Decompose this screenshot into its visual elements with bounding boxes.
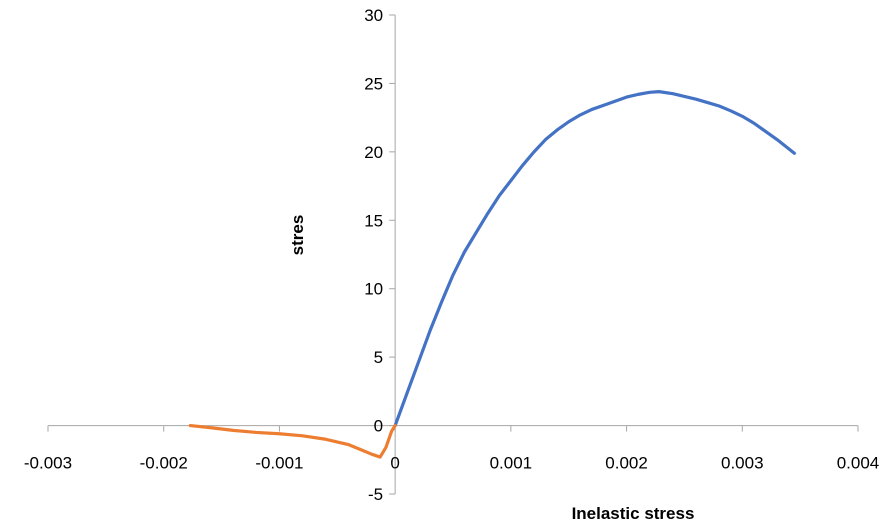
- y-tick-label: 0: [374, 417, 383, 436]
- x-tick-label: 0.002: [605, 454, 648, 473]
- y-tick-label: 15: [364, 211, 383, 230]
- series-layer: [188, 90, 796, 459]
- series-1-line: [393, 90, 796, 428]
- y-axis-title: stres: [288, 215, 307, 256]
- x-tick-label: -0.001: [255, 454, 303, 473]
- y-tick-label: 20: [364, 143, 383, 162]
- tick-labels: -0.003 -0.002 -0.001 0 0.001 0.002 0.003 0.004 -…: [24, 6, 879, 504]
- y-tick-label: 10: [364, 280, 383, 299]
- x-tick-label: 0: [390, 454, 399, 473]
- y-tick-label: -5: [368, 485, 383, 504]
- x-tick-label: 0.004: [837, 454, 880, 473]
- series-2-line: [188, 423, 397, 459]
- y-tick-label: 25: [364, 74, 383, 93]
- axes: [47, 14, 859, 495]
- x-tick-label: 0.001: [490, 454, 533, 473]
- x-tick-label: 0.003: [721, 454, 764, 473]
- x-axis-title: Inelastic stress: [572, 504, 695, 523]
- x-tick-label: -0.003: [24, 454, 72, 473]
- y-tick-label: 30: [364, 6, 383, 25]
- y-tick-label: 5: [374, 348, 383, 367]
- x-tick-label: -0.002: [140, 454, 188, 473]
